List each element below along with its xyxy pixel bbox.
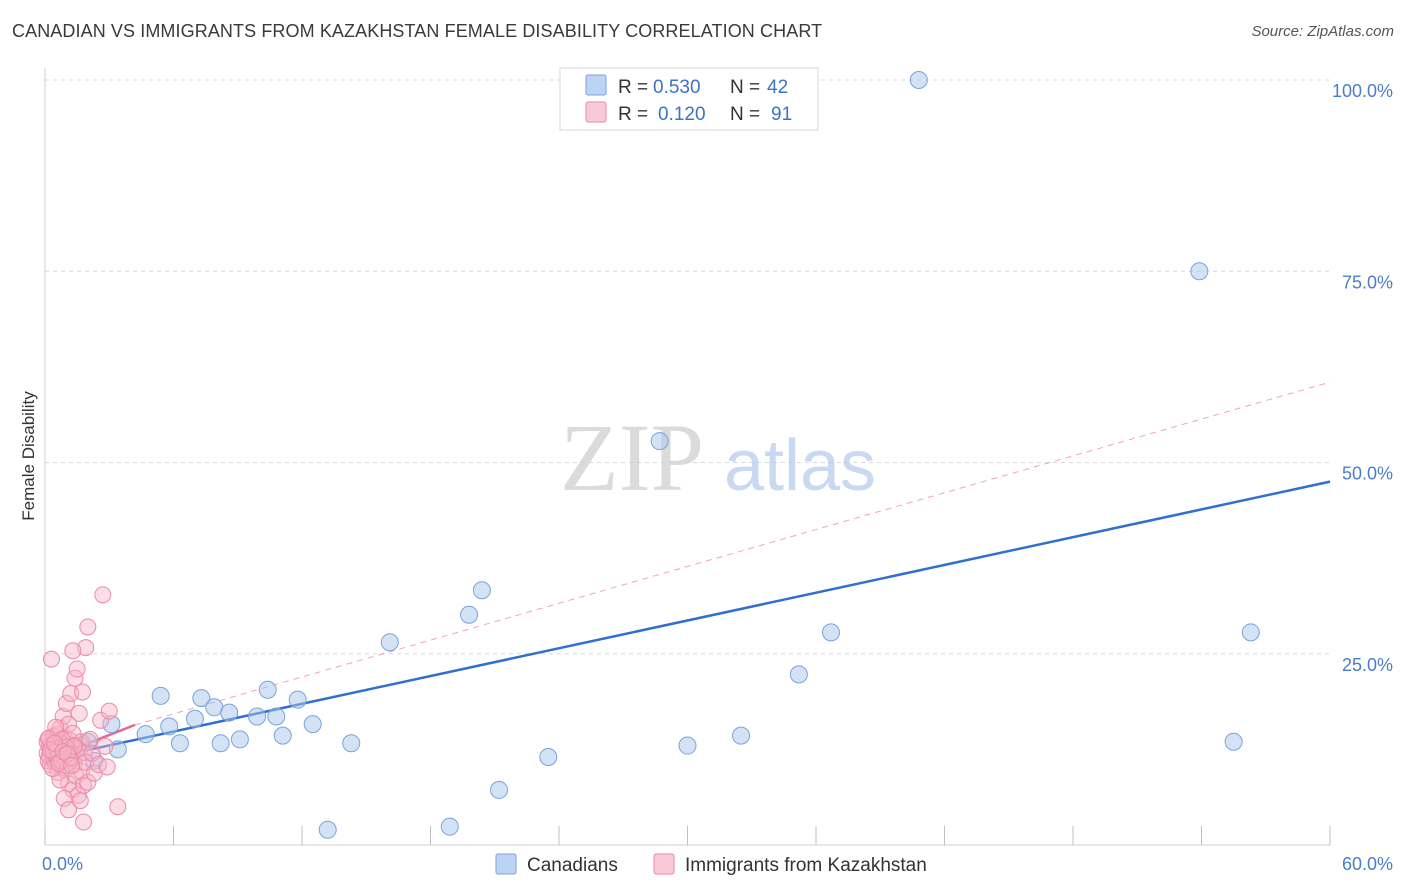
legend-n-value-canadians: 42 [767,77,788,98]
series-legend-swatch-kazakhstan [653,853,675,875]
watermark: ZIP atlas [560,404,876,511]
point-canadians-7 [185,709,204,728]
point-canadians-30 [789,665,808,684]
point-kazakhstan-65 [100,702,118,720]
legend-swatch-canadians [585,74,607,96]
point-canadians-22 [440,817,459,836]
point-kazakhstan-90 [63,756,81,774]
point-canadians-21 [380,633,399,652]
point-canadians-19 [318,820,337,839]
tick-labels: 25.0% 50.0% 75.0% 100.0% 0.0% 60.0% [42,81,1393,874]
point-canadians-29 [732,726,751,745]
legend-r-value-kazakhstan: 0.120 [658,104,706,125]
data-points [38,71,1260,839]
point-canadians-32 [909,71,928,89]
point-kazakhstan-54 [77,639,95,657]
point-kazakhstan-87 [50,754,68,772]
point-canadians-28 [678,736,697,755]
point-canadians-11 [220,703,239,722]
series-legend-label-kazakhstan: Immigrants from Kazakhstan [685,855,927,876]
legend-r-label-canadians: R = [618,77,648,98]
trend-line-kazakhstan-extended [134,381,1331,726]
legend-n-label-canadians: N = [730,77,760,98]
point-kazakhstan-66 [109,798,127,816]
point-kazakhstan-73 [60,801,78,819]
point-kazakhstan-43 [68,660,86,678]
point-canadians-6 [170,734,189,753]
y-tick-label-100: 100.0% [1332,81,1393,101]
point-canadians-10 [211,734,230,753]
point-canadians-14 [258,680,277,699]
point-kazakhstan-52 [75,813,93,831]
x-tick-label-60: 60.0% [1342,854,1393,874]
legend-n-label-kazakhstan: N = [730,104,760,125]
point-canadians-26 [539,748,558,767]
point-canadians-2 [108,740,127,759]
point-kazakhstan-57 [79,773,97,791]
x-tick-label-0: 0.0% [42,854,83,874]
point-kazakhstan-69 [64,642,82,660]
point-canadians-8 [192,689,211,708]
trend-line-canadians [55,480,1331,759]
point-canadians-1 [102,715,121,734]
y-tick-label-25: 25.0% [1342,655,1393,675]
point-canadians-23 [460,605,479,624]
y-tick-label-75: 75.0% [1342,272,1393,292]
point-kazakhstan-89 [58,745,76,763]
point-kazakhstan-63 [96,737,114,755]
correlation-legend: R = 0.530 N = 42 R = 0.120 N = 91 [559,67,819,131]
watermark-zip: ZIP [560,404,704,511]
point-kazakhstan-46 [70,704,88,722]
point-kazakhstan-68 [42,650,60,668]
point-kazakhstan-50 [73,683,91,701]
point-canadians-25 [490,780,509,799]
point-canadians-34 [1224,732,1243,751]
point-canadians-4 [151,686,170,705]
y-tick-label-50: 50.0% [1342,464,1393,484]
point-canadians-17 [288,690,307,709]
series-legend-swatch-canadians [495,853,517,875]
point-canadians-20 [342,734,361,753]
point-kazakhstan-62 [92,711,110,729]
legend-n-value-kazakhstan: 91 [771,104,792,125]
point-canadians-13 [248,707,267,726]
series-legend-label-canadians: Canadians [527,855,618,876]
point-canadians-18 [303,715,322,734]
chart-title: CANADIAN VS IMMIGRANTS FROM KAZAKHSTAN F… [12,21,823,41]
point-canadians-9 [205,698,224,717]
watermark-atlas: atlas [724,426,876,506]
point-canadians-24 [472,581,491,600]
series-legend: Canadians Immigrants from Kazakhstan [495,853,927,876]
point-canadians-12 [230,730,249,749]
point-kazakhstan-58 [81,730,99,748]
point-canadians-27 [650,432,669,451]
grid [45,79,1330,655]
legend-r-value-canadians: 0.530 [653,77,701,98]
point-canadians-15 [267,707,286,726]
y-axis-label: Female Disability [19,391,38,521]
point-kazakhstan-56 [79,618,97,636]
point-canadians-33 [1190,262,1209,281]
source-label: Source: ZipAtlas.com [1251,23,1394,40]
point-canadians-5 [160,717,179,736]
point-kazakhstan-67 [94,586,112,604]
point-canadians-16 [273,726,292,745]
legend-swatch-kazakhstan [585,101,607,123]
point-kazakhstan-64 [98,758,116,776]
point-canadians-31 [821,623,840,642]
point-kazakhstan-28 [57,694,75,712]
legend-r-label-kazakhstan: R = [618,104,648,125]
point-canadians-35 [1241,623,1260,642]
point-canadians-3 [136,725,155,744]
point-kazakhstan-49 [72,763,90,781]
point-kazakhstan-70 [55,789,73,807]
axes [44,68,1331,846]
